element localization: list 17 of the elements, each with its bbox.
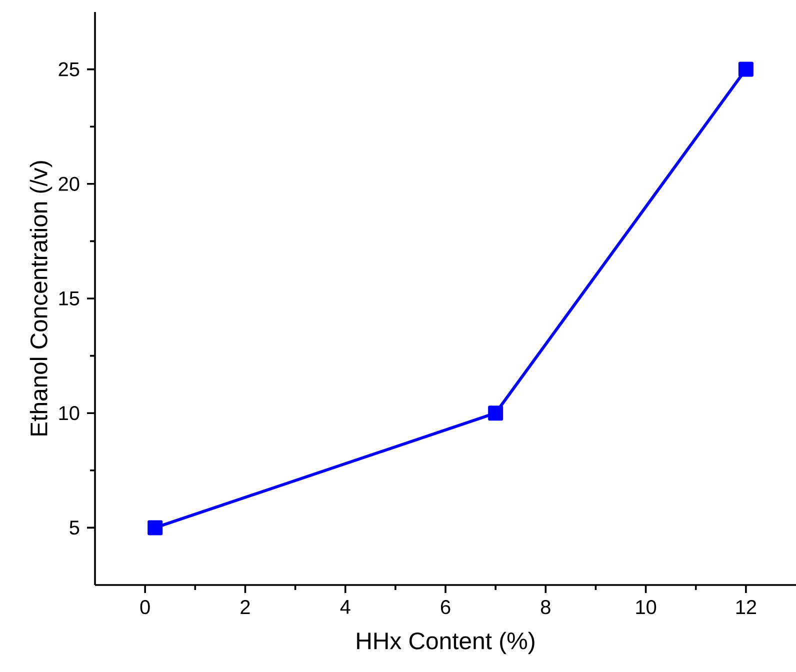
x-tick-label: 12 — [736, 600, 756, 614]
y-tick-label: 5 — [70, 520, 80, 535]
point — [488, 406, 504, 421]
y-tick-label: 20 — [58, 176, 80, 191]
x-tick-label: 0 — [140, 600, 150, 614]
point — [148, 520, 163, 536]
y-axis-title: Ethanol Concentration (/v) — [30, 161, 52, 436]
y-tick-label: 15 — [59, 292, 80, 306]
y-tick-label: 25 — [58, 62, 80, 76]
point — [738, 62, 754, 77]
x-tick-label: 8 — [540, 600, 550, 614]
x-axis-title: HHx Content (%) — [357, 632, 534, 654]
y-tick-label: 10 — [59, 406, 80, 420]
x-tick-label: 2 — [240, 600, 250, 614]
x-tick-label: 4 — [340, 600, 350, 614]
x-tick-label: 6 — [440, 600, 450, 614]
x-tick-label: 10 — [636, 600, 656, 614]
